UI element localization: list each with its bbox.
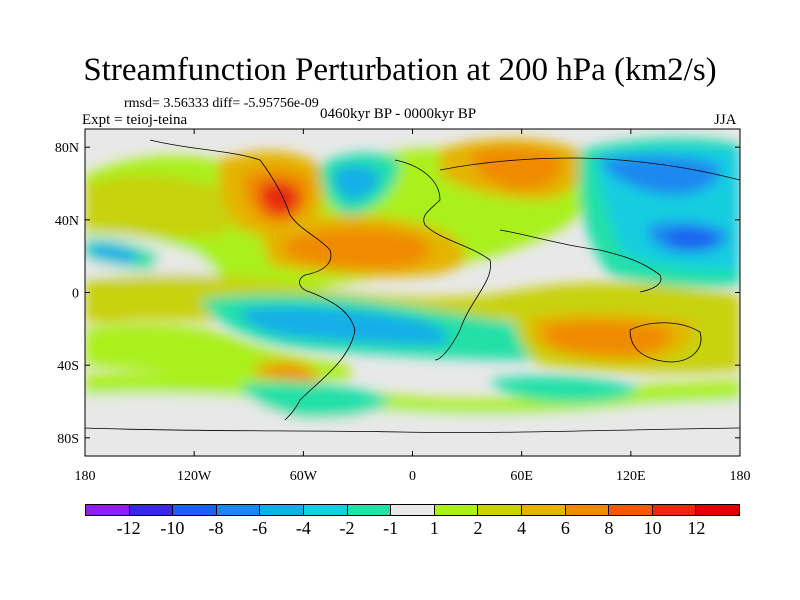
contour-region-north-america-max (259, 181, 300, 216)
colorbar-label: 2 (473, 518, 483, 538)
coastline-australia (629, 322, 702, 363)
y-axis-ticks: 80N 40N 0 40S 80S (55, 141, 740, 447)
coastline-asia-south (499, 229, 662, 293)
x-tick-label: 60W (290, 469, 318, 484)
contour-region-atlantic-orange (285, 228, 430, 269)
coastline-antarctica (85, 427, 740, 433)
contour-region-siberia-low (600, 155, 721, 195)
contour-region-southern-ocean-low (240, 382, 390, 419)
colorbar-label: 8 (604, 518, 614, 538)
coastline-africa-europe (394, 159, 492, 361)
colorbar-swatch (434, 505, 479, 515)
contour-region-arctic-orange (470, 147, 563, 190)
contour-region-indian-southern-low (490, 375, 640, 403)
colorbar-label: 1 (429, 518, 439, 538)
y-tick-label: 80N (55, 141, 79, 156)
colorbar-label: -10 (160, 518, 185, 538)
contour-fill-layer (85, 129, 740, 456)
colorbar-swatch (86, 505, 130, 515)
colorbar-swatch (303, 505, 348, 515)
contour-region-pacific-west-yellow (85, 297, 160, 323)
colorbar-label: 12 (687, 518, 706, 538)
y-tick-label: 0 (72, 287, 79, 302)
y-tick-label: 40S (57, 359, 79, 374)
y-tick-label: 80S (57, 432, 79, 447)
colorbar (85, 504, 740, 516)
colorbar-swatch (260, 505, 304, 515)
colorbar-label: 10 (643, 518, 662, 538)
colorbar-swatch (696, 505, 739, 515)
colorbar-swatch (652, 505, 697, 515)
coastline-south-america (284, 291, 356, 421)
coastlines (85, 139, 740, 433)
colorbar-label: -4 (295, 518, 311, 538)
season-label: JJA (714, 112, 737, 128)
figure-title: Streamfunction Perturbation at 200 hPa (… (83, 52, 717, 88)
x-tick-label: 60E (510, 469, 533, 484)
x-tick-label: 180 (730, 469, 751, 484)
contour-region-southern-ocean-neutral (85, 393, 740, 456)
colorbar-swatch (609, 505, 653, 515)
colorbar-swatch (391, 505, 435, 515)
colorbar-label: -6 (252, 518, 268, 538)
x-tick-label: 0 (409, 469, 416, 484)
x-tick-label: 180 (75, 469, 96, 484)
contour-region-pacific-low-blue (90, 243, 140, 264)
colorbar-swatch (216, 505, 261, 515)
coastline-eurasia-north (439, 157, 740, 181)
colorbar-label: -2 (339, 518, 355, 538)
x-tick-label: 120W (177, 469, 212, 484)
rmsd-diff-stats: rmsd= 3.56333 diff= -5.95756e-09 (124, 96, 319, 111)
contour-region-east-asia-core (667, 230, 718, 249)
colorbar-swatch (478, 505, 522, 515)
colorbar-swatch (173, 505, 217, 515)
x-tick-label: 120E (616, 469, 646, 484)
x-axis-ticks: 180 120W 60W 0 60E 120E 180 (75, 129, 751, 484)
colorbar-label: -12 (116, 518, 141, 538)
y-tick-label: 40N (55, 214, 79, 229)
contour-region-australia-orange (543, 320, 671, 356)
colorbar-label: -8 (208, 518, 224, 538)
colorbar-swatch (129, 505, 174, 515)
colorbar-swatch (347, 505, 392, 515)
colorbar-label: 6 (560, 518, 570, 538)
contour-region-north-pacific-high (85, 175, 250, 238)
coastline-north-america (149, 139, 332, 293)
colorbar-swatch (565, 505, 610, 515)
colorbar-swatch (521, 505, 566, 515)
contour-region-south-atlantic-blue (240, 306, 449, 345)
experiment-label: Expt = teioj-teina (82, 112, 188, 128)
contour-region-atlantic-low-core (334, 165, 380, 200)
colorbar-label: 4 (517, 518, 527, 538)
period-label: 0460kyr BP - 0000kyr BP (320, 106, 477, 122)
colorbar-label: -1 (383, 518, 399, 538)
